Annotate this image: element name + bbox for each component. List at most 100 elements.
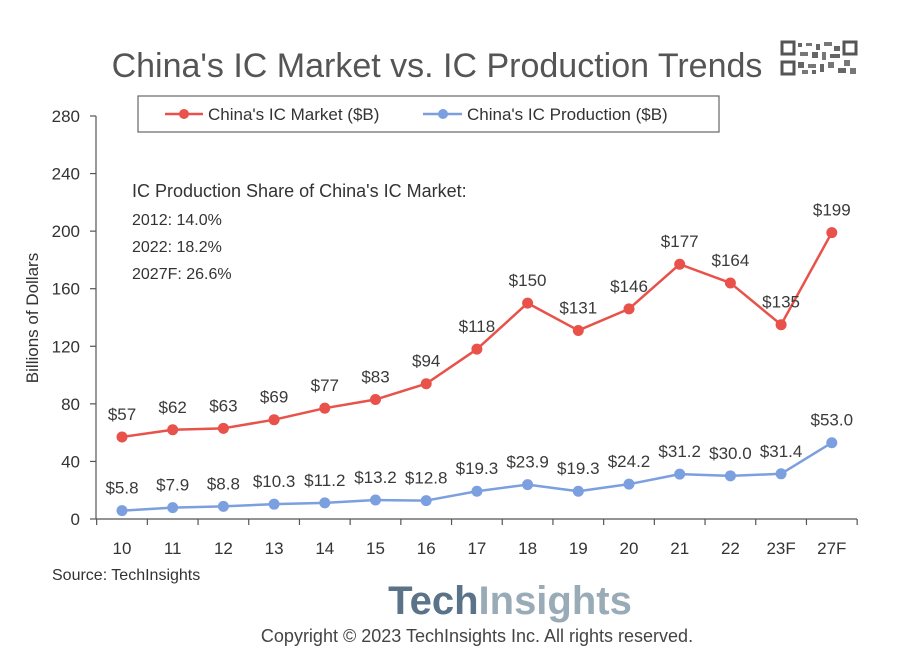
data-label: $150	[509, 271, 547, 290]
data-label: $177	[661, 232, 699, 251]
x-tick-label: 23F	[766, 539, 795, 558]
data-label: $69	[260, 388, 288, 407]
data-point	[471, 343, 483, 355]
y-tick-label: 160	[52, 280, 80, 299]
y-tick-label: 120	[52, 337, 80, 356]
x-tick-label: 22	[721, 539, 740, 558]
data-label: $24.2	[608, 452, 651, 471]
y-tick-label: 40	[61, 452, 80, 471]
data-point	[826, 437, 838, 449]
data-point	[167, 424, 179, 436]
data-label: $13.2	[354, 468, 397, 487]
data-label: $146	[610, 277, 648, 296]
chart-title: China's IC Market vs. IC Production Tren…	[112, 47, 763, 85]
data-label: $83	[361, 368, 389, 387]
data-point	[471, 485, 483, 497]
x-tick-label: 10	[113, 539, 132, 558]
data-point	[116, 431, 128, 443]
annotation: IC Production Share of China's IC Market…	[132, 181, 467, 283]
y-tick-label: 0	[71, 510, 80, 529]
data-point	[826, 227, 838, 239]
y-tick-label: 80	[61, 395, 80, 414]
x-tick-label: 20	[620, 539, 639, 558]
data-point	[775, 468, 787, 480]
data-label: $164	[711, 251, 749, 270]
data-label: $199	[813, 201, 851, 220]
legend-item-production: China's IC Production ($B)	[423, 105, 668, 124]
x-tick-label: 17	[467, 539, 486, 558]
annotation-line: 2012: 14.0%	[132, 212, 222, 229]
data-label: $30.0	[709, 444, 752, 463]
y-axis-label: Billions of Dollars	[23, 253, 42, 383]
data-label: $31.4	[760, 442, 803, 461]
data-label: $19.3	[557, 459, 600, 478]
data-point	[674, 258, 686, 270]
source-text: Source: TechInsights	[52, 567, 200, 584]
x-tick-label: 27F	[817, 539, 846, 558]
data-label: $23.9	[506, 453, 549, 472]
data-label: $94	[412, 352, 440, 371]
data-label: $131	[559, 298, 597, 317]
data-point	[370, 494, 381, 506]
data-point	[674, 468, 686, 480]
data-point	[167, 502, 179, 514]
legend-label-production: China's IC Production ($B)	[467, 105, 668, 124]
data-point	[217, 500, 229, 512]
data-label: $19.3	[456, 459, 499, 478]
data-point	[623, 303, 635, 315]
data-label: $11.2	[304, 471, 345, 490]
data-label: $12.8	[405, 469, 448, 488]
x-tick-label: 12	[214, 539, 233, 558]
data-point	[116, 505, 128, 517]
data-label: $118	[459, 317, 496, 336]
brand-part-1: Tech	[388, 579, 478, 623]
data-label: $53.0	[811, 411, 854, 430]
x-tick-label: 11	[164, 539, 182, 558]
data-label: $31.2	[658, 442, 701, 461]
data-label: $8.8	[207, 474, 240, 493]
data-point	[268, 414, 280, 426]
data-point	[420, 495, 432, 507]
data-label: $10.3	[253, 472, 296, 491]
y-tick-label: 240	[52, 165, 80, 184]
data-point	[522, 479, 534, 491]
copyright-text: Copyright © 2023 TechInsights Inc. All r…	[261, 626, 693, 646]
x-tick-label: 16	[417, 539, 436, 558]
brand-part-2: Insights	[479, 579, 632, 623]
x-tick-label: 21	[670, 539, 689, 558]
annotation-line: 2027F: 26.6%	[132, 266, 232, 283]
legend-item-market: China's IC Market ($B)	[165, 105, 379, 124]
data-label: $5.8	[105, 479, 138, 498]
data-point	[623, 478, 635, 490]
y-tick-label: 280	[52, 107, 80, 126]
data-point	[724, 277, 736, 289]
data-label: $62	[159, 398, 187, 417]
data-point	[572, 324, 584, 336]
data-label: $7.9	[156, 476, 189, 495]
annotation-heading: IC Production Share of China's IC Market…	[132, 181, 467, 201]
data-point	[724, 470, 736, 482]
techinsights-logo: TechInsights	[388, 579, 632, 623]
x-tick-label: 14	[315, 539, 334, 558]
legend: China's IC Market ($B) China's IC Produc…	[137, 95, 720, 133]
data-point	[217, 422, 229, 434]
data-point	[572, 485, 584, 497]
data-label: $77	[311, 376, 339, 395]
plot-area: $57 $62 $63 $69 $77 $83 $94 $118 $150 $131 $146 $17…	[105, 201, 853, 517]
data-label: $135	[762, 293, 800, 312]
annotation-line: 2022: 18.2%	[132, 239, 222, 256]
data-point	[522, 297, 534, 309]
x-tick-label: 13	[265, 539, 284, 558]
data-point	[319, 497, 331, 509]
x-tick-label: 19	[569, 539, 588, 558]
axes: 0 40 80 120 160 200 240 280 10 11 12 13 14 15 16 17 18 19…	[52, 107, 858, 558]
data-label: $63	[209, 396, 237, 415]
legend-label-market: China's IC Market ($B)	[208, 105, 379, 124]
data-point	[420, 378, 432, 390]
x-tick-label: 15	[366, 539, 385, 558]
data-point	[370, 394, 381, 406]
data-point	[775, 319, 787, 331]
qr-code-icon	[780, 40, 858, 76]
data-label: $57	[108, 405, 136, 424]
